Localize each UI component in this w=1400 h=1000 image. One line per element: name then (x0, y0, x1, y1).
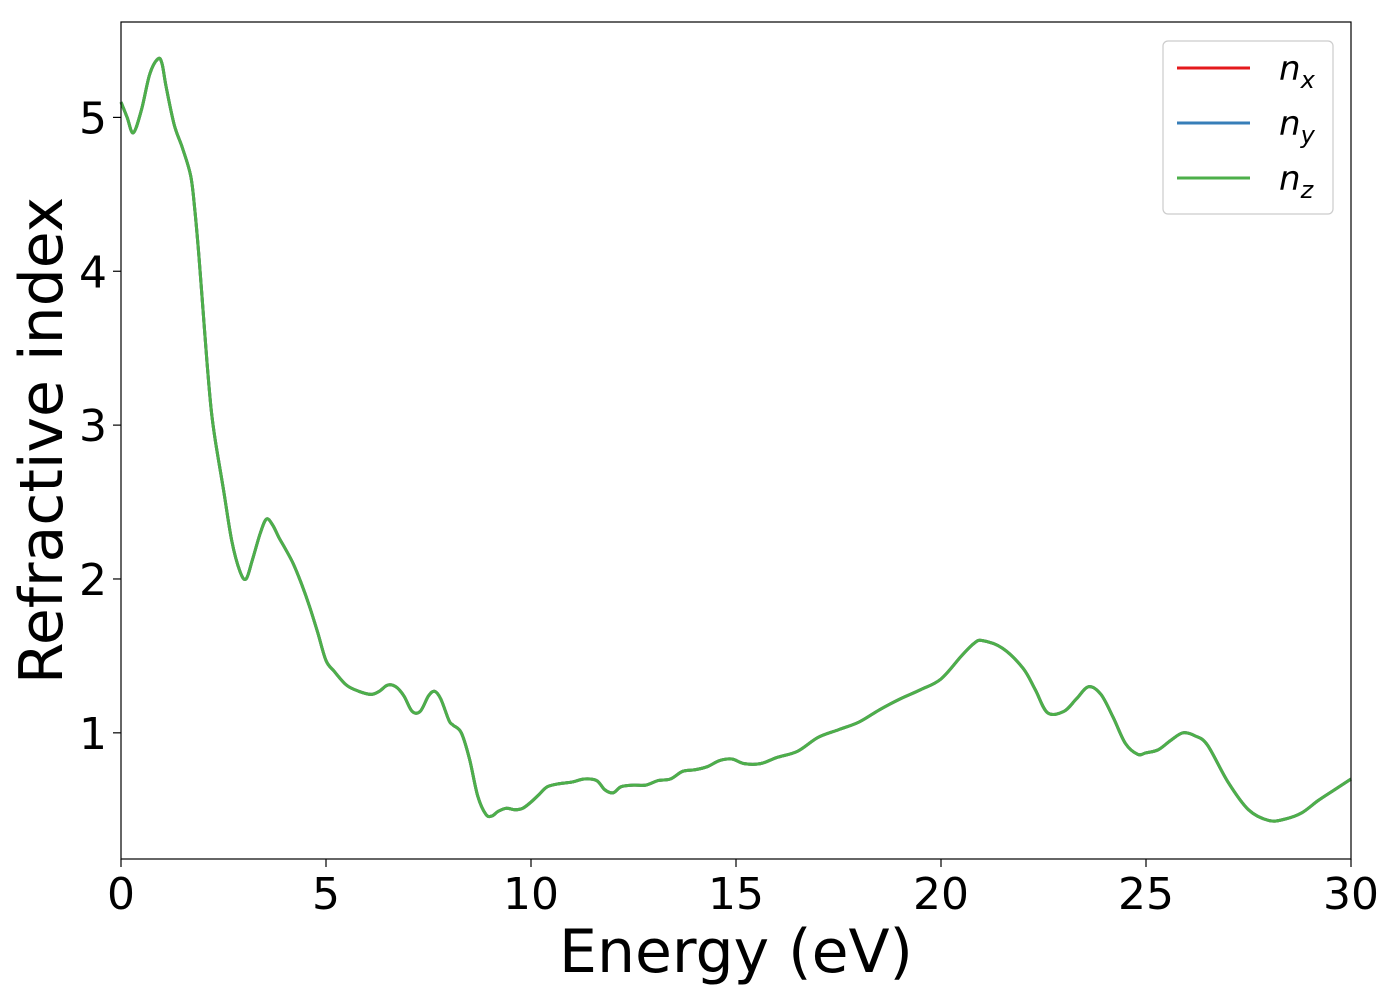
legend-subscript: z (1300, 176, 1315, 204)
x-tick-label: 30 (1323, 869, 1379, 920)
series-line-n-z (119, 56, 1352, 823)
x-tick-label: 25 (1118, 869, 1174, 920)
x-tick-label: 20 (913, 869, 969, 920)
legend-label-n-x: nx (1279, 49, 1316, 94)
legend-symbol: n (1279, 104, 1301, 144)
y-axis-ticks: 1 2 3 4 5 (79, 93, 121, 760)
x-tick-label: 5 (312, 869, 340, 920)
legend-label-n-y: ny (1279, 104, 1316, 149)
x-axis-ticks: 0 5 10 15 20 25 30 (107, 859, 1379, 920)
legend-symbol: n (1279, 49, 1301, 89)
y-axis-title: Refractive index (7, 197, 77, 684)
legend-label-n-z: nz (1279, 159, 1315, 204)
legend-subscript: y (1300, 121, 1316, 149)
y-tick-label: 3 (79, 401, 107, 452)
x-axis-title: Energy (eV) (559, 917, 913, 987)
y-tick-label: 5 (79, 93, 107, 144)
y-tick-label: 2 (79, 555, 107, 606)
legend-box (1162, 40, 1334, 215)
y-tick-label: 4 (79, 247, 107, 298)
legend-symbol: n (1279, 159, 1301, 199)
y-tick-label: 1 (79, 709, 107, 760)
x-tick-label: 0 (107, 869, 135, 920)
x-tick-label: 15 (708, 869, 764, 920)
legend-subscript: x (1300, 66, 1316, 94)
plot-lines (119, 56, 1352, 823)
x-tick-label: 10 (503, 869, 559, 920)
